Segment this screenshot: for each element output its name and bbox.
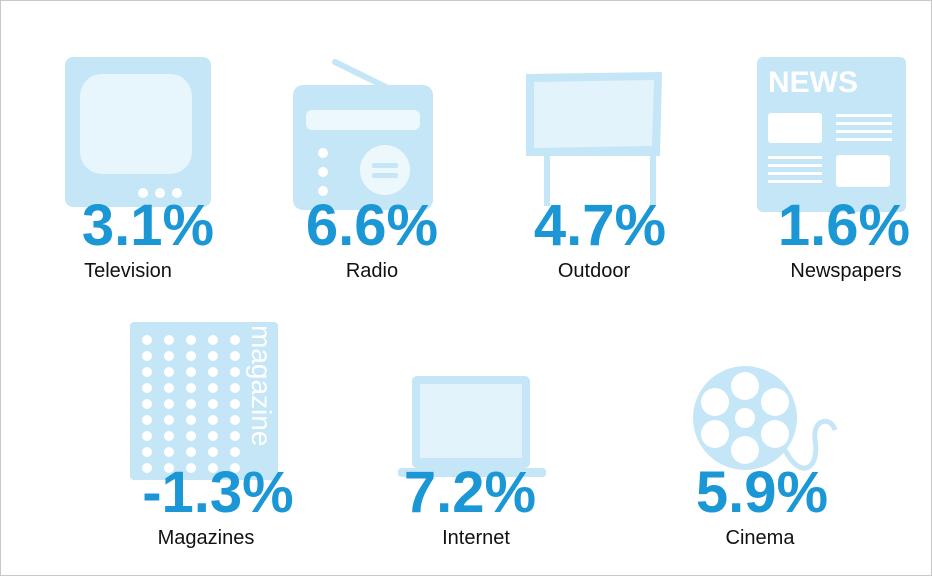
growth-value: 4.7% bbox=[534, 193, 666, 258]
svg-text:NEWS: NEWS bbox=[768, 66, 858, 99]
growth-value: 5.9% bbox=[696, 460, 828, 525]
growth-value: 3.1% bbox=[82, 193, 214, 258]
growth-value: 7.2% bbox=[404, 460, 536, 525]
growth-value: -1.3% bbox=[142, 460, 294, 525]
media-label: Internet bbox=[442, 527, 510, 549]
film-reel-icon bbox=[693, 366, 838, 471]
billboard-icon bbox=[526, 72, 662, 206]
media-label: Radio bbox=[346, 260, 398, 282]
radio-icon bbox=[293, 59, 433, 210]
media-label: Newspapers bbox=[790, 260, 901, 282]
growth-value: 6.6% bbox=[306, 193, 438, 258]
svg-text:magazine: magazine bbox=[246, 325, 277, 446]
tv-icon bbox=[65, 57, 211, 207]
media-label: Television bbox=[84, 260, 172, 282]
media-label: Outdoor bbox=[558, 260, 631, 282]
media-label: Magazines bbox=[158, 527, 255, 549]
growth-value: 1.6% bbox=[778, 193, 910, 258]
media-label: Cinema bbox=[726, 527, 796, 549]
laptop-icon bbox=[398, 376, 546, 477]
magazine-icon: magazine bbox=[130, 322, 278, 480]
newspaper-icon: NEWS bbox=[757, 57, 906, 212]
